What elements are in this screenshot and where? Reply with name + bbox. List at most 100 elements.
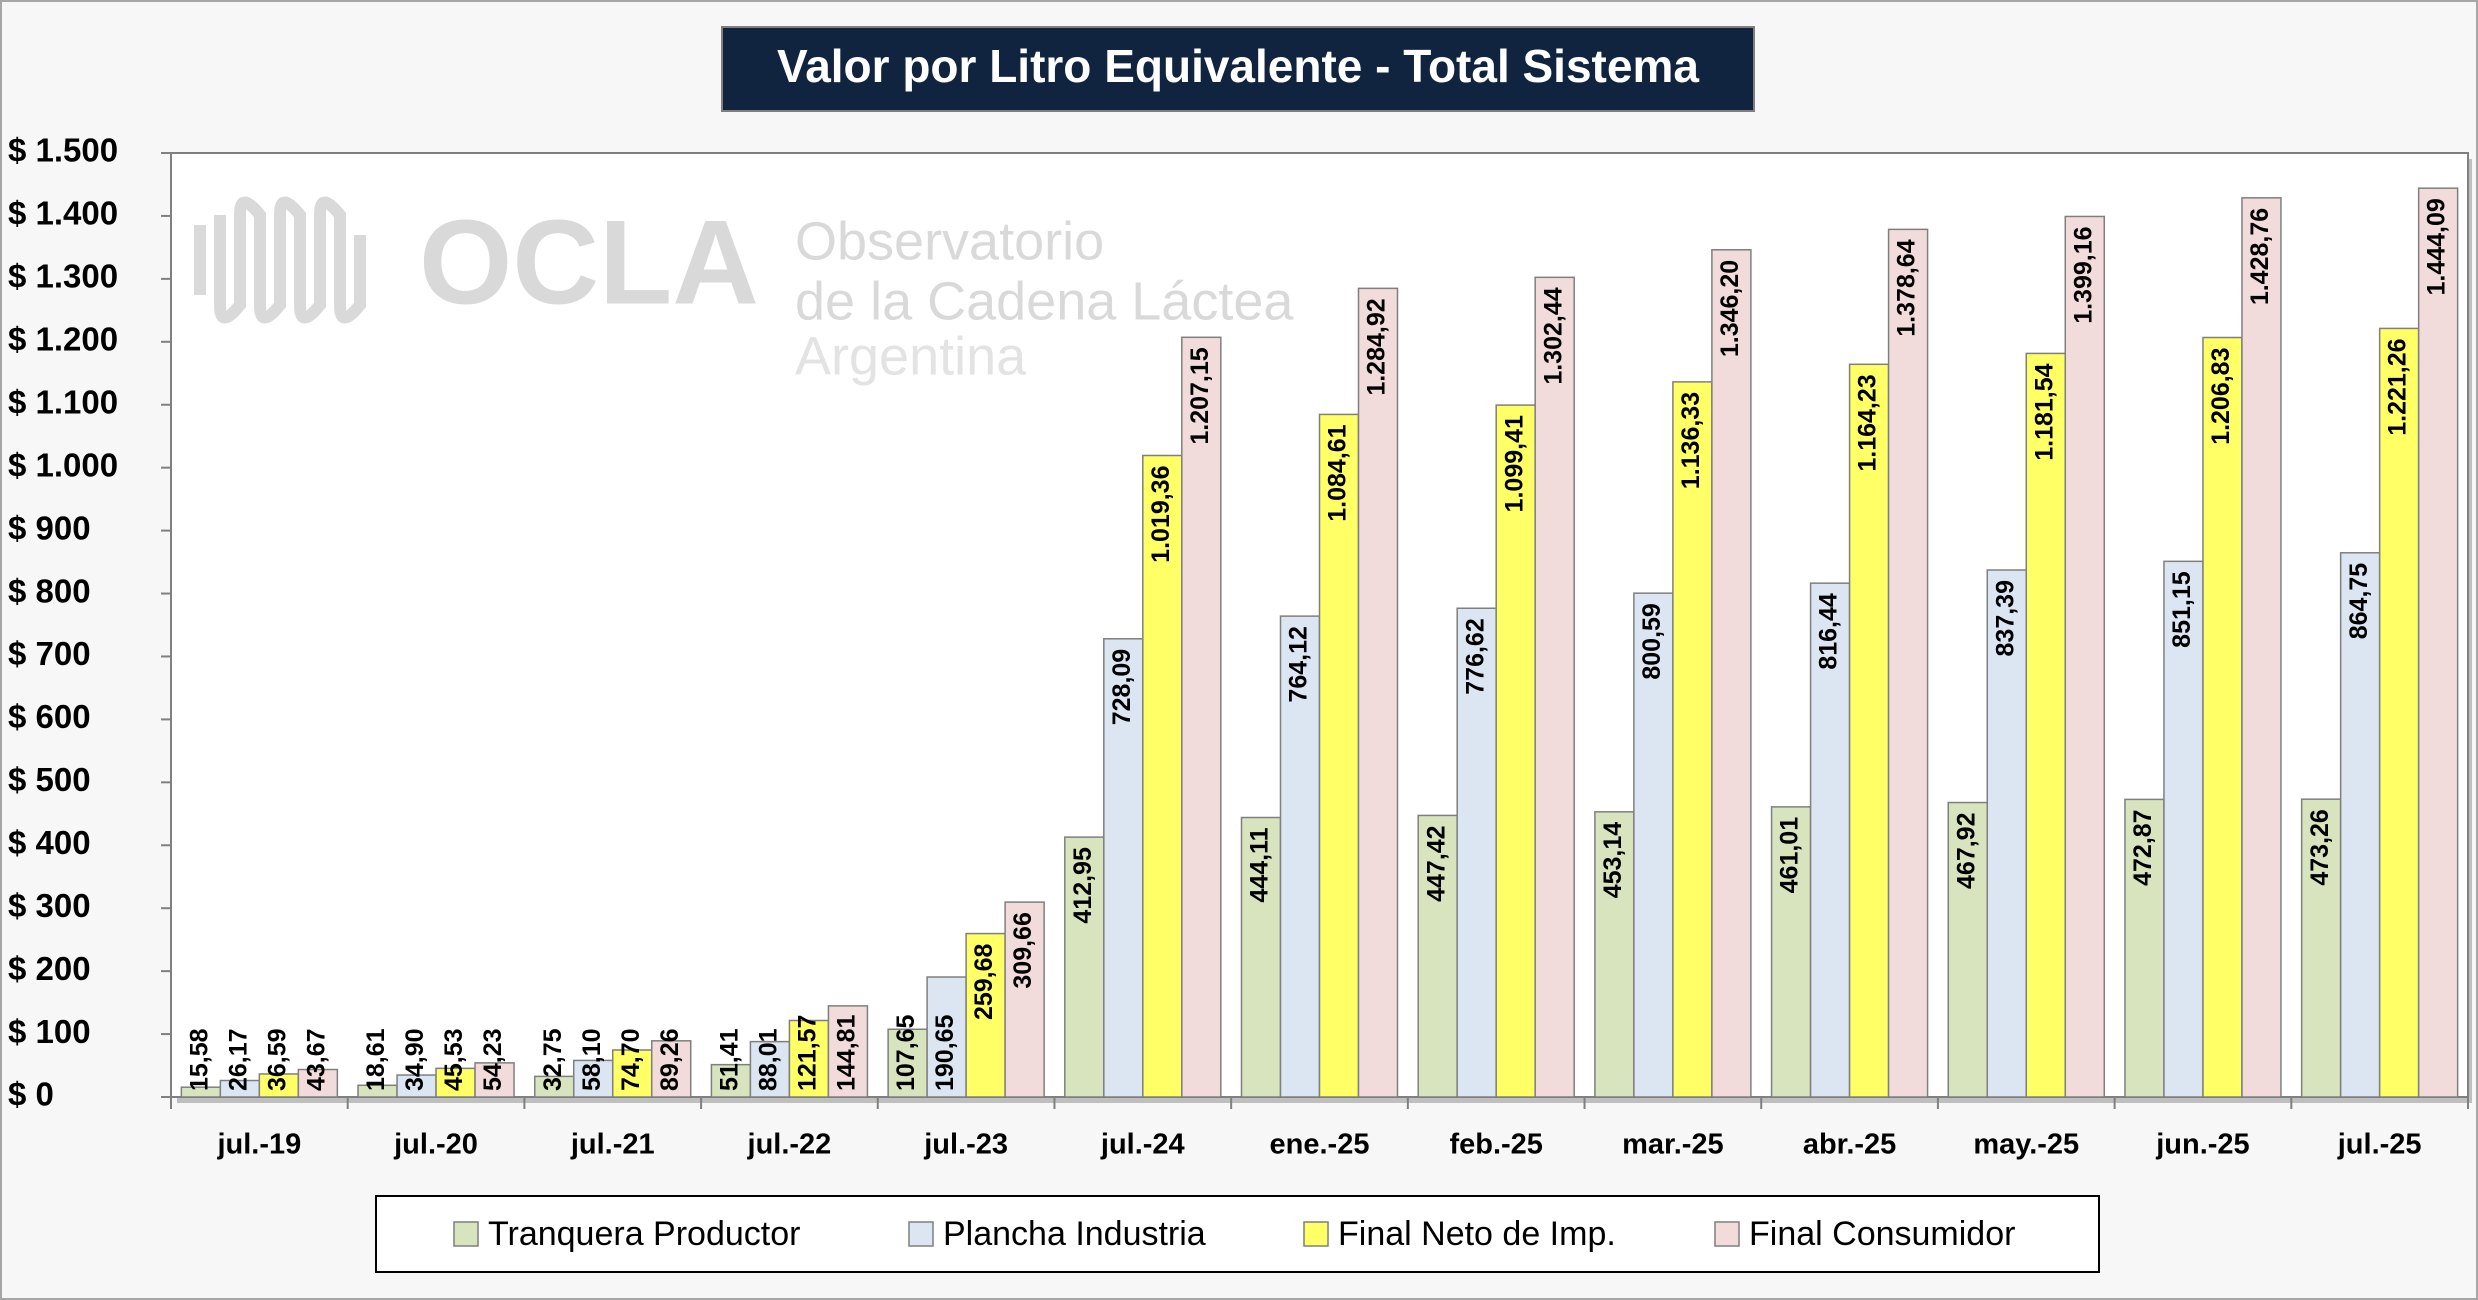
data-label: 1.399,16 <box>2069 226 2097 323</box>
watermark-wave <box>194 196 366 324</box>
data-label: 1.164,23 <box>1854 374 1882 471</box>
bar <box>2378 327 2420 1098</box>
data-label: 837,39 <box>1991 580 2019 656</box>
data-label: 1.181,54 <box>2030 363 2058 460</box>
legend-swatch <box>1714 1221 1740 1247</box>
data-label: 18,61 <box>362 1028 390 1091</box>
data-label: 1.428,76 <box>2246 208 2274 305</box>
data-label: 1.206,83 <box>2207 348 2235 445</box>
y-tick-label: $ 100 <box>8 1013 91 1050</box>
x-tick-label: jul.-22 <box>747 1129 832 1161</box>
y-tick-label: $ 300 <box>8 887 91 924</box>
bar <box>2417 187 2459 1098</box>
bar <box>1711 249 1752 1098</box>
data-label: 461,01 <box>1776 817 1804 894</box>
x-tick-label: may.-25 <box>1973 1129 2079 1161</box>
data-label: 190,65 <box>931 1014 959 1091</box>
x-tick-label: jul.-21 <box>570 1129 655 1161</box>
watermark-logo: OCLA <box>419 196 759 330</box>
data-label: 467,92 <box>1952 813 1980 889</box>
data-label: 309,66 <box>1009 912 1037 988</box>
data-label: 1.099,41 <box>1500 415 1528 512</box>
bar <box>827 1005 869 1098</box>
data-label: 728,09 <box>1108 649 1136 725</box>
y-tick-label: $ 400 <box>8 824 91 861</box>
x-tick-label: mar.-25 <box>1622 1129 1724 1161</box>
data-label: 45,53 <box>440 1028 468 1091</box>
y-tick-label: $ 700 <box>8 635 91 672</box>
bar <box>1672 381 1713 1098</box>
bar <box>1534 276 1575 1098</box>
data-label: 1.221,26 <box>2384 338 2412 435</box>
bar <box>1594 811 1635 1098</box>
y-tick-label: $ 200 <box>8 950 91 987</box>
bar <box>1495 404 1536 1098</box>
bar <box>965 932 1006 1098</box>
watermark-line: de la Cadena Láctea <box>795 271 1294 331</box>
bar <box>2300 798 2342 1098</box>
bar <box>650 1040 692 1098</box>
data-label: 1.084,61 <box>1324 424 1352 521</box>
bar <box>1809 582 1851 1098</box>
y-tick-label: $ 1.500 <box>8 132 118 169</box>
data-label: 864,75 <box>2345 563 2373 640</box>
watermark: OCLA Observatorio de la Cadena Láctea Ar… <box>194 196 1294 386</box>
data-label: 259,68 <box>970 943 998 1020</box>
bar <box>435 1067 476 1098</box>
x-tick-label: jul.-24 <box>1100 1129 1185 1161</box>
data-label: 74,70 <box>617 1028 645 1091</box>
data-label: 121,57 <box>794 1015 822 1091</box>
x-tick-label: jul.-25 <box>2337 1129 2422 1161</box>
data-label: 51,41 <box>716 1028 744 1091</box>
data-label: 26,17 <box>224 1028 252 1091</box>
data-label: 1.136,33 <box>1677 392 1705 489</box>
data-label: 473,26 <box>2306 809 2334 885</box>
bar <box>1318 413 1360 1098</box>
bar <box>1142 454 1183 1098</box>
bar <box>611 1049 653 1098</box>
y-tick-label: $ 1.200 <box>8 321 118 358</box>
bar <box>926 976 967 1098</box>
data-label: 1.346,20 <box>1716 260 1744 357</box>
bar <box>1456 607 1497 1098</box>
x-tick-label: ene.-25 <box>1270 1129 1370 1161</box>
data-label: 36,59 <box>263 1028 291 1091</box>
data-label: 472,87 <box>2129 809 2157 885</box>
legend-label: Final Neto de Imp. <box>1338 1215 1616 1253</box>
bar <box>2202 336 2243 1098</box>
legend-label: Plancha Industria <box>943 1215 1206 1253</box>
x-tick-label: jun.-25 <box>2155 1129 2249 1161</box>
bar <box>788 1019 830 1098</box>
bar <box>572 1059 614 1098</box>
x-tick-label: jul.-19 <box>216 1129 301 1161</box>
legend-label: Tranquera Productor <box>488 1215 800 1253</box>
x-tick-label: abr.-25 <box>1803 1129 1897 1161</box>
data-label: 107,65 <box>892 1014 920 1091</box>
y-tick-label: $ 1.400 <box>8 195 118 232</box>
bar <box>1103 638 1144 1098</box>
data-label: 54,23 <box>479 1028 507 1091</box>
bar <box>1240 816 1282 1098</box>
data-label: 32,75 <box>539 1028 567 1091</box>
bar <box>1986 569 2028 1098</box>
bar <box>1887 228 1929 1098</box>
data-label: 1.207,15 <box>1186 347 1214 444</box>
data-label: 851,15 <box>2168 571 2196 648</box>
data-label: 764,12 <box>1285 626 1313 702</box>
data-label: 34,90 <box>401 1028 429 1091</box>
data-label: 800,59 <box>1638 603 1666 679</box>
bar <box>1279 615 1321 1098</box>
y-tick-label: $ 0 <box>8 1076 54 1113</box>
data-label: 1.019,36 <box>1147 465 1175 562</box>
watermark-line: Observatorio <box>795 211 1104 271</box>
data-label: 58,10 <box>578 1028 606 1091</box>
legend-swatch <box>908 1221 934 1247</box>
bar <box>2025 352 2067 1098</box>
legend-box <box>375 1195 2100 1273</box>
bar <box>297 1068 339 1098</box>
bar <box>710 1063 752 1098</box>
y-tick-label: $ 600 <box>8 698 91 735</box>
data-label: 444,11 <box>1246 827 1274 902</box>
bar <box>2241 197 2282 1098</box>
